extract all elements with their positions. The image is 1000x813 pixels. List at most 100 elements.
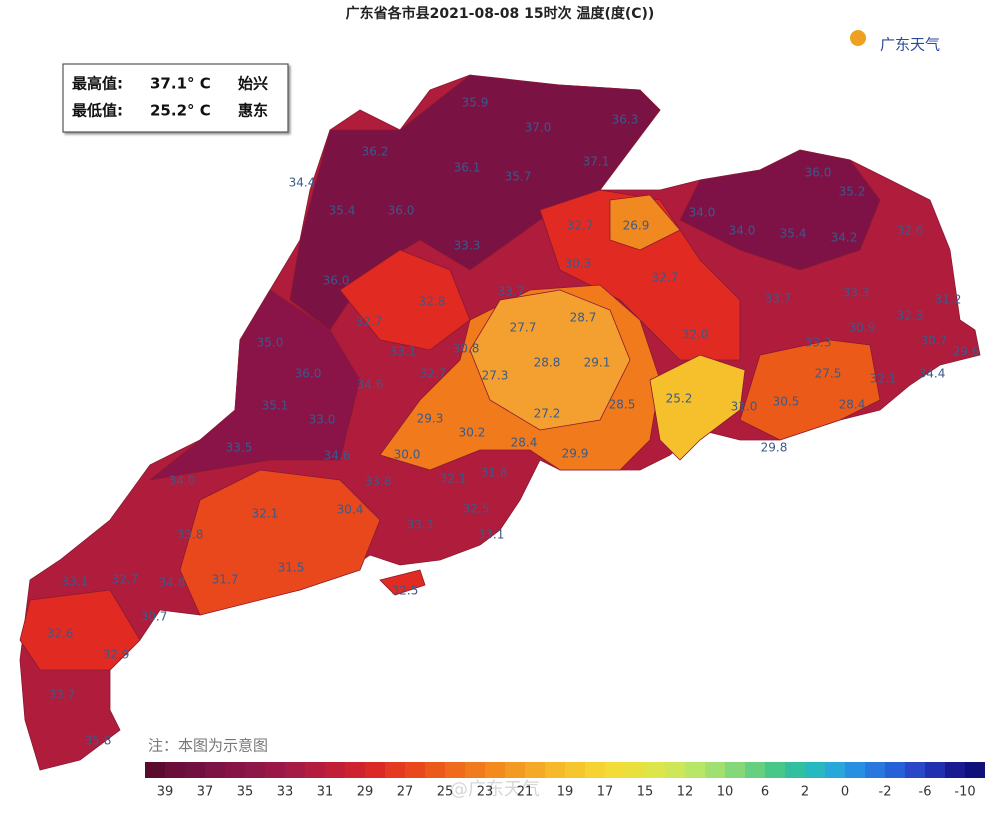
station-temp: 35.4 bbox=[780, 227, 807, 241]
legend-tick: -2 bbox=[879, 785, 892, 800]
legend-swatch bbox=[325, 762, 345, 778]
station-temp: 30.9 bbox=[849, 321, 876, 335]
station-temp: 32.7 bbox=[420, 367, 447, 381]
station-temp: 30.7 bbox=[921, 334, 948, 348]
legend-swatch bbox=[385, 762, 405, 778]
station-temp: 29.9 bbox=[562, 447, 589, 461]
legend-swatch bbox=[485, 762, 505, 778]
legend-swatch bbox=[185, 762, 205, 778]
legend-swatch bbox=[585, 762, 605, 778]
legend-tick: 15 bbox=[637, 785, 654, 800]
stats-frame bbox=[62, 63, 289, 133]
legend-tick: 0 bbox=[841, 785, 849, 800]
station-temp: 32.6 bbox=[897, 224, 924, 238]
station-temp: 33.1 bbox=[478, 528, 505, 542]
station-temp: 35.2 bbox=[839, 185, 866, 199]
station-temp: 36.3 bbox=[612, 113, 639, 127]
station-temp: 33.7 bbox=[765, 292, 792, 306]
legend-tick: 10 bbox=[717, 785, 734, 800]
station-temp: 35.8 bbox=[85, 734, 112, 748]
stat-label: 最低值: bbox=[72, 102, 123, 120]
station-temp: 32.1 bbox=[252, 507, 279, 521]
station-temp: 30.3 bbox=[565, 257, 592, 271]
station-temp: 33.7 bbox=[49, 688, 76, 702]
station-temp: 31.0 bbox=[731, 400, 758, 414]
title: 广东省各市县2021-08-08 15时次 温度(度(C)) bbox=[346, 5, 655, 22]
station-temp: 33.5 bbox=[226, 441, 253, 455]
legend-swatch bbox=[925, 762, 945, 778]
station-temp: 32.3 bbox=[897, 309, 924, 323]
station-temp: 33.3 bbox=[843, 286, 870, 300]
station-temp: 33.8 bbox=[365, 475, 392, 489]
station-temp: 25.2 bbox=[666, 392, 693, 406]
note: 注：本图为示意图 bbox=[148, 737, 268, 755]
legend-swatch bbox=[165, 762, 185, 778]
station-temp: 32.1 bbox=[440, 472, 467, 486]
legend-tick: 6 bbox=[761, 785, 769, 800]
station-temp: 28.7 bbox=[570, 311, 597, 325]
legend-tick: 25 bbox=[437, 785, 454, 800]
station-temp: 30.5 bbox=[773, 395, 800, 409]
station-temp: 34.6 bbox=[357, 378, 384, 392]
station-temp: 33.1 bbox=[62, 575, 89, 589]
legend-tick: 12 bbox=[677, 785, 694, 800]
station-temp: 36.0 bbox=[295, 367, 322, 381]
legend-tick: 35 bbox=[237, 785, 254, 800]
legend-swatch bbox=[665, 762, 685, 778]
legend-tick: -10 bbox=[954, 785, 975, 800]
legend-swatch bbox=[605, 762, 625, 778]
legend-swatch bbox=[205, 762, 225, 778]
legend-tick: 33 bbox=[277, 785, 294, 800]
station-temp: 34.8 bbox=[159, 576, 186, 590]
legend-swatch bbox=[745, 762, 765, 778]
station-temp: 33.8 bbox=[177, 528, 204, 542]
legend-swatch bbox=[965, 762, 985, 778]
station-temp: 34.4 bbox=[919, 367, 946, 381]
station-temp: 26.9 bbox=[623, 219, 650, 233]
legend-swatch bbox=[805, 762, 825, 778]
legend-swatch bbox=[865, 762, 885, 778]
legend-swatch bbox=[625, 762, 645, 778]
station-temp: 36.0 bbox=[323, 274, 350, 288]
station-temp: 33.1 bbox=[390, 345, 417, 359]
legend-swatch bbox=[445, 762, 465, 778]
station-temp: 34.4 bbox=[289, 176, 316, 190]
legend-swatch bbox=[845, 762, 865, 778]
legend-swatch bbox=[405, 762, 425, 778]
station-temp: 31.7 bbox=[212, 573, 239, 587]
legend-swatch bbox=[225, 762, 245, 778]
station-temp: 32.0 bbox=[682, 328, 709, 342]
station-temp: 31.8 bbox=[481, 466, 508, 480]
stat-place: 惠东 bbox=[238, 102, 268, 120]
station-temp: 30.2 bbox=[459, 426, 486, 440]
station-temp: 29.8 bbox=[761, 441, 788, 455]
legend-swatch bbox=[645, 762, 665, 778]
station-temp: 34.6 bbox=[324, 449, 351, 463]
station-temp: 32.7 bbox=[356, 315, 383, 329]
legend-swatch bbox=[305, 762, 325, 778]
station-temp: 32.7 bbox=[567, 219, 594, 233]
station-temp: 28.4 bbox=[839, 398, 866, 412]
station-temp: 33.3 bbox=[805, 336, 832, 350]
legend-tick: 19 bbox=[557, 785, 574, 800]
station-temp: 35.9 bbox=[462, 96, 489, 110]
legend-swatch bbox=[765, 762, 785, 778]
legend-tick: 37 bbox=[197, 785, 214, 800]
station-temp: 36.0 bbox=[388, 204, 415, 218]
station-temp: 37.0 bbox=[525, 121, 552, 135]
station-temp: 28.5 bbox=[609, 398, 636, 412]
station-temp: 35.0 bbox=[257, 336, 284, 350]
station-temp: 29.6 bbox=[953, 345, 980, 359]
station-temp: 32.5 bbox=[392, 584, 419, 598]
logo-icon bbox=[850, 30, 866, 46]
station-temp: 33.7 bbox=[498, 285, 525, 299]
legend-swatch bbox=[825, 762, 845, 778]
legend-tick: 27 bbox=[397, 785, 414, 800]
station-temp: 33.3 bbox=[454, 239, 481, 253]
station-temp: 31.2 bbox=[935, 293, 962, 307]
station-temp: 32.9 bbox=[103, 648, 130, 662]
station-temp: 32.1 bbox=[870, 372, 897, 386]
station-temp: 27.2 bbox=[534, 407, 561, 421]
stat-value: 37.1° C bbox=[150, 75, 211, 93]
station-temp: 29.3 bbox=[417, 412, 444, 426]
